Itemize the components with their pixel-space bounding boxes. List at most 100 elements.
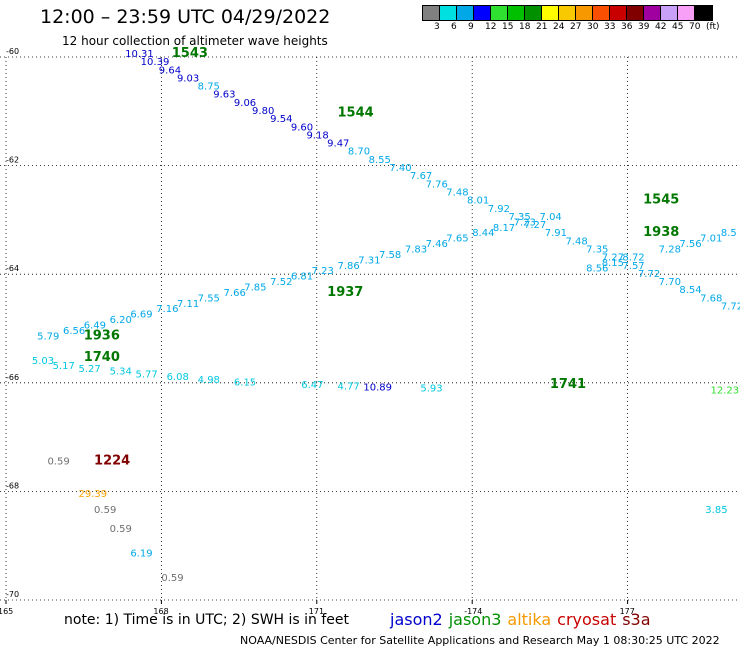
color-scale-label: 21: [536, 22, 548, 32]
wave-height-label: 9.64: [159, 65, 181, 76]
wave-height-label: 6.47: [301, 380, 323, 391]
color-scale-label: 42: [655, 22, 667, 32]
color-swatch: [542, 6, 559, 20]
color-scale-label: 18: [519, 22, 531, 32]
lon-tick-label: 165: [0, 607, 13, 616]
color-swatch: [576, 6, 593, 20]
wave-height-label: 8.15: [602, 258, 624, 269]
wave-height-label: 7.23: [312, 266, 334, 277]
wave-height-label: 4.77: [338, 381, 360, 392]
wave-height-values: 10.3110.399.649.038.759.639.069.809.549.…: [32, 49, 740, 584]
color-scale-label: (ft): [706, 22, 720, 32]
wave-height-label: 9.03: [177, 73, 199, 84]
wave-height-label: 7.83: [405, 244, 427, 255]
map-grid: [0, 56, 740, 601]
color-swatch: [525, 6, 542, 20]
legend-satellite-jason3: jason3: [448, 610, 502, 629]
axis-ticks: 165 168 171 -174 177 -60 -62 -64 -66 -68 -70: [0, 47, 635, 616]
wave-height-label: 9.54: [270, 114, 292, 125]
wave-height-label: 7.76: [426, 179, 448, 190]
wave-height-label: 7.48: [446, 187, 468, 198]
color-scale-label: 45: [672, 22, 684, 32]
wave-height-label: 5.03: [32, 356, 54, 367]
wave-height-label: 0.59: [161, 573, 183, 584]
wave-height-label: 6.15: [234, 378, 256, 389]
color-swatch: [644, 6, 661, 20]
wave-height-label: 7.65: [446, 234, 468, 245]
orbit-number-label: 1545: [643, 193, 679, 208]
wave-height-label: 8.56: [586, 263, 608, 274]
wave-height-label: 0.59: [47, 456, 69, 467]
legend-satellite-altika: altika: [507, 610, 552, 629]
color-swatch: [508, 6, 525, 20]
wave-height-label: 7.40: [389, 163, 411, 174]
color-swatch: [457, 6, 474, 20]
wave-height-label: 9.06: [234, 98, 256, 109]
lat-tick-label: -68: [6, 481, 19, 490]
lat-tick-label: -60: [6, 47, 19, 56]
wave-height-label: 8.01: [467, 196, 489, 207]
wave-height-label: 9.80: [252, 106, 274, 117]
wave-height-label: 4.98: [198, 375, 220, 386]
color-swatch: [695, 6, 712, 20]
orbit-number-label: 1937: [327, 285, 363, 300]
color-scale-bar: [422, 5, 713, 21]
orbit-number-label: 1544: [338, 106, 374, 121]
color-swatch: [423, 6, 440, 20]
wave-height-label: 7.23: [514, 217, 536, 228]
lat-tick-label: -64: [6, 264, 19, 273]
color-scale-label: 30: [587, 22, 599, 32]
legend-satellite-jason2: jason2: [390, 610, 443, 629]
wave-height-label: 7.57: [622, 261, 644, 272]
color-scale-label: 3: [434, 22, 440, 32]
orbit-number-label: 1224: [94, 453, 130, 468]
orbit-number-label: 1741: [550, 377, 586, 392]
wave-height-label: 6.69: [130, 310, 152, 321]
wave-height-label: 7.86: [338, 261, 360, 272]
orbit-number-label: 1543: [172, 46, 208, 61]
color-scale-label: 15: [502, 22, 514, 32]
wave-height-label: 0.59: [110, 524, 132, 535]
color-scale-label: 12: [485, 22, 497, 32]
wave-height-label: 8.72: [622, 253, 644, 264]
wave-height-label: 6.08: [167, 372, 189, 383]
wave-height-label: 7.46: [426, 239, 448, 250]
orbit-labels: 15431544154519381937193617401741122420: [84, 46, 680, 468]
page-title: 12:00 – 23:59 UTC 04/29/2022: [40, 6, 331, 28]
orbit-number-label: 1936: [84, 328, 120, 343]
wave-height-label: 6.19: [130, 549, 152, 560]
wave-height-label: 7.27: [602, 253, 624, 264]
wave-height-label: 7.66: [224, 288, 246, 299]
wave-height-label: 7.56: [679, 239, 701, 250]
wave-height-label: 7.58: [379, 250, 401, 261]
wave-height-label: 7.31: [358, 255, 380, 266]
wave-height-label: 7.27: [524, 220, 546, 231]
wave-height-label: 9.18: [306, 130, 328, 141]
lat-tick-label: -66: [6, 373, 19, 382]
color-scale-label: 39: [638, 22, 650, 32]
wave-height-label: 6.56: [63, 326, 85, 337]
wave-height-label: 8.5: [721, 228, 737, 239]
wave-height-label: 7.55: [198, 293, 220, 304]
wave-height-label: 9.63: [213, 90, 235, 101]
color-swatch: [491, 6, 508, 20]
footer-note: note: 1) Time is in UTC; 2) SWH is in fe…: [64, 612, 350, 628]
wave-height-label: 6.49: [84, 321, 106, 332]
color-swatch: [440, 6, 457, 20]
wave-height-label: 8.55: [369, 155, 391, 166]
wave-height-label: 7.72: [721, 301, 740, 312]
wave-height-label: 7.48: [565, 236, 587, 247]
wave-height-label: 8.44: [472, 228, 494, 239]
lon-tick-label: -174: [464, 607, 482, 616]
color-scale-label: 27: [570, 22, 582, 32]
wave-height-label: 7.35: [586, 244, 608, 255]
color-swatch: [627, 6, 644, 20]
lat-tick-label: -70: [6, 590, 19, 599]
wave-height-label: 7.11: [177, 299, 199, 310]
lon-tick-label: 171: [309, 607, 324, 616]
color-swatch: [593, 6, 610, 20]
wave-height-label: 6.20: [110, 315, 132, 326]
wave-height-label: 10.89: [363, 382, 392, 393]
lon-tick-label: 168: [153, 607, 168, 616]
wave-height-label: 5.27: [79, 364, 101, 375]
